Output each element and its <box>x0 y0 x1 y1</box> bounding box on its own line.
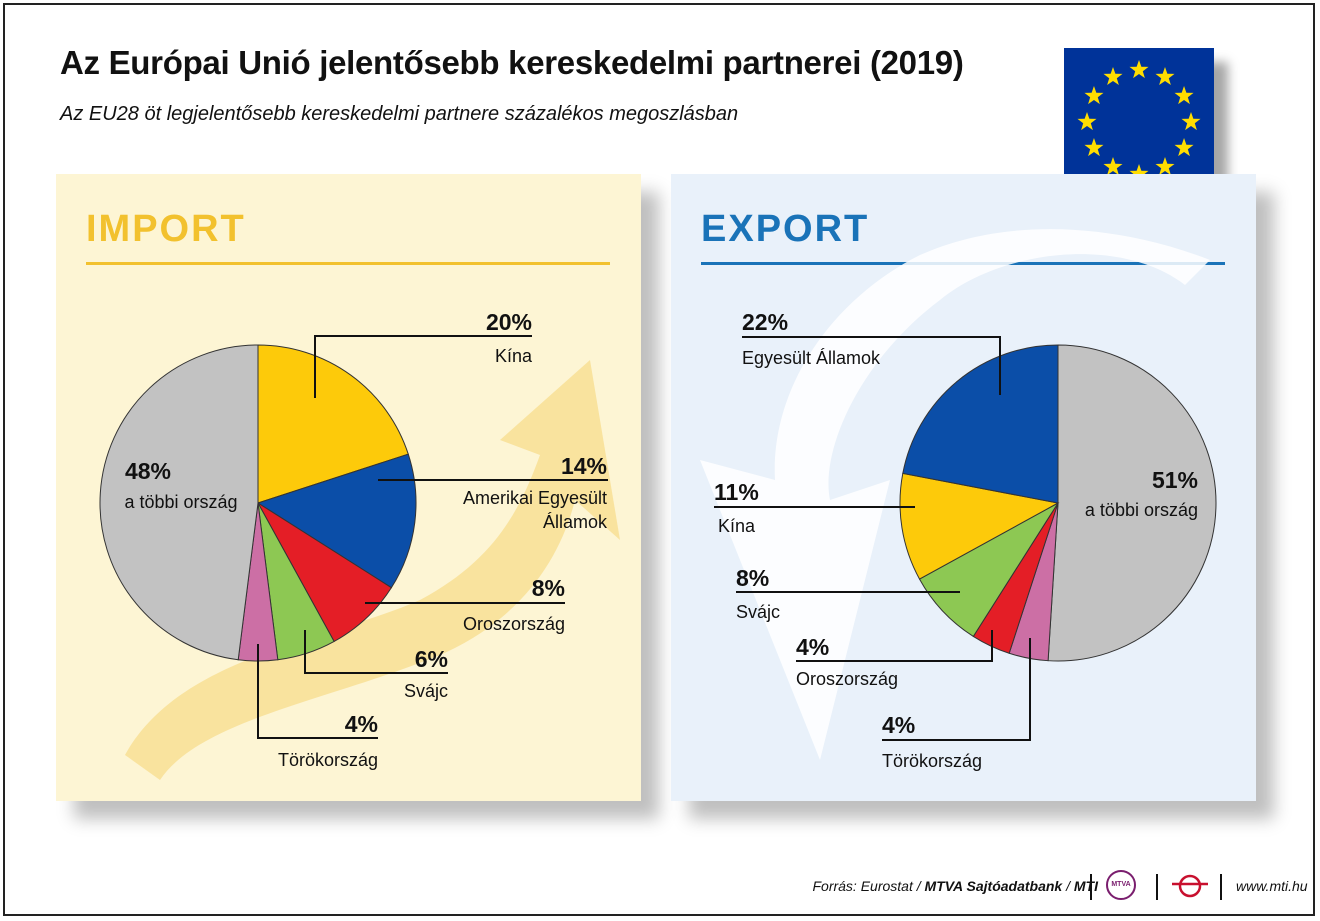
footer-source: Forrás: Eurostat / MTVA Sajtóadatbank / … <box>812 878 1098 894</box>
flag-star-icon <box>1103 66 1123 86</box>
export-pie-slice-china <box>899 472 1060 580</box>
export-switzerland-percent: 8% <box>736 565 769 591</box>
footer-source-bold: MTVA Sajtóadatbank <box>924 878 1063 894</box>
flag-star-icon <box>1084 138 1104 157</box>
import-russia-percent: 8% <box>532 575 565 601</box>
import-pie-slice-others <box>99 344 259 661</box>
footer-separator <box>1220 874 1222 900</box>
export-others-label: a többi ország <box>1085 500 1198 520</box>
import-switzerland-percent: 6% <box>415 646 448 672</box>
page-subtitle: Az EU28 öt legjelentősebb kereskedelmi p… <box>60 103 739 125</box>
import-china-percent: 20% <box>486 309 532 335</box>
export-pie-slice-usa <box>902 344 1059 504</box>
export-pie-chart <box>899 344 1217 662</box>
export-usa-percent: 22% <box>742 309 788 335</box>
flag-star-icon <box>1155 157 1175 176</box>
import-usa-label: Amerikai Egyesült Államok <box>463 488 608 532</box>
export-china-percent: 11% <box>714 479 759 505</box>
eu-flag-icon <box>1064 48 1214 196</box>
import-divider <box>86 262 610 265</box>
import-others-percent: 48% <box>125 458 171 484</box>
import-russia-label: Oroszország <box>463 614 565 634</box>
import-china-label: Kína <box>495 346 533 366</box>
export-switzerland-label: Svájc <box>736 602 780 622</box>
export-leader-turkey <box>882 638 1031 741</box>
export-pie-slice-others <box>1047 344 1217 662</box>
footer-separator <box>1156 874 1158 900</box>
page-title: Az Európai Unió jelentősebb kereskedelmi… <box>60 44 964 81</box>
mti-logo-icon <box>1172 874 1208 898</box>
import-switzerland-label: Svájc <box>404 681 448 701</box>
export-russia-percent: 4% <box>796 634 829 660</box>
import-others-label: a többi ország <box>124 492 237 512</box>
import-leader-switzerland <box>304 630 448 674</box>
import-pie-slice-china <box>257 344 409 504</box>
export-turkey-label: Törökország <box>882 751 982 771</box>
flag-star-icon <box>1181 112 1201 131</box>
export-arrow-icon <box>700 229 1210 760</box>
import-pie-chart <box>99 344 417 662</box>
flag-star-icon <box>1084 86 1104 105</box>
import-usa-percent: 14% <box>561 453 607 479</box>
import-leader-turkey <box>257 644 378 739</box>
export-russia-label: Oroszország <box>796 669 898 689</box>
footer-source-sep: / <box>1062 878 1074 894</box>
flag-star-icon <box>1174 86 1194 105</box>
import-turkey-label: Törökország <box>278 750 378 770</box>
footer-source-mti: MTI <box>1073 878 1098 894</box>
export-usa-label: Egyesült Államok <box>742 348 881 368</box>
export-leader-usa <box>742 336 1001 395</box>
flag-star-icon <box>1129 164 1149 183</box>
mtva-logo-icon: MTVA <box>1106 870 1136 900</box>
import-leader-china <box>314 335 532 398</box>
flag-star-icon <box>1077 112 1097 131</box>
flag-star-icon <box>1129 60 1149 79</box>
export-turkey-percent: 4% <box>882 712 915 738</box>
flag-star-icon <box>1103 157 1123 176</box>
export-leader-russia <box>796 630 993 662</box>
import-pie-slice-usa <box>256 453 417 589</box>
import-heading: IMPORT <box>86 208 246 250</box>
export-china-label: Kína <box>718 516 756 536</box>
import-arrow-icon <box>125 360 620 780</box>
export-heading: EXPORT <box>701 208 870 250</box>
flag-star-icon <box>1155 66 1175 86</box>
import-turkey-percent: 4% <box>345 711 378 737</box>
export-others-percent: 51% <box>1152 467 1198 493</box>
flag-star-icon <box>1174 138 1194 157</box>
footer-source-prefix: Forrás: Eurostat / <box>812 878 925 894</box>
footer-url: www.mti.hu <box>1236 878 1308 894</box>
footer-separator <box>1090 874 1092 900</box>
